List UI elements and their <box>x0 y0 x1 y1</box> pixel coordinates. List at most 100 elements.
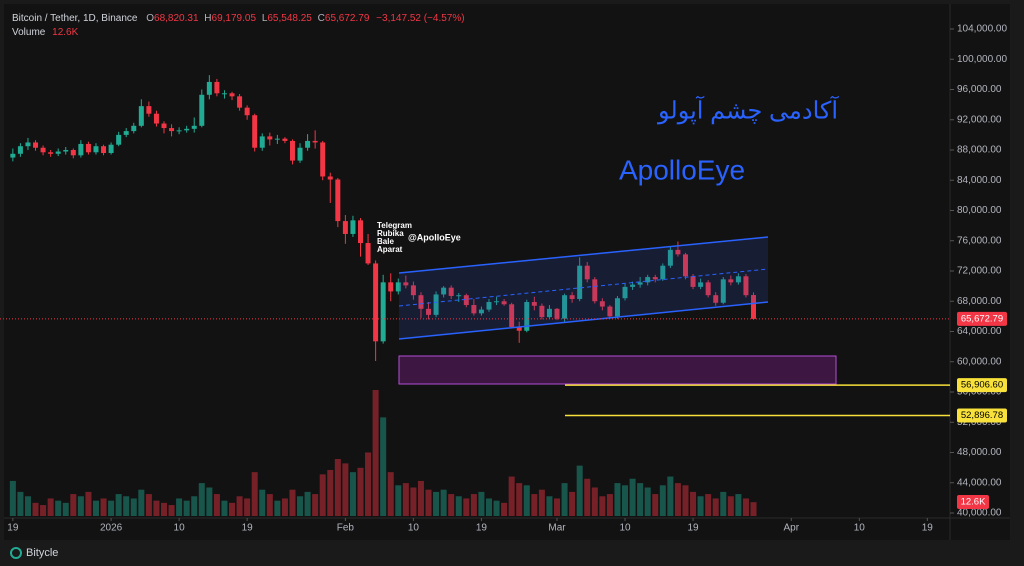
volume-value: 12.6K <box>52 27 78 38</box>
volume-bar <box>161 502 168 516</box>
footer[interactable]: Bitycle <box>10 547 58 559</box>
volume-bar <box>47 498 54 516</box>
volume-bar <box>485 498 492 516</box>
candle-body <box>191 125 197 129</box>
volume-bar <box>531 494 538 516</box>
y-tick-label: 104,000.00 <box>957 24 1007 35</box>
candle-body <box>554 308 560 319</box>
volume-bar <box>77 496 84 516</box>
x-tick-label: 19 <box>476 523 488 534</box>
y-tick-label: 48,000.00 <box>957 447 1002 458</box>
y-tick-label: 44,000.00 <box>957 477 1002 488</box>
candle-body <box>131 125 137 132</box>
volume-bar <box>463 498 470 516</box>
footer-text[interactable]: Bitycle <box>26 547 58 559</box>
volume-bar <box>554 498 561 516</box>
volume-bar <box>100 498 107 516</box>
volume-bar <box>501 502 508 516</box>
y-tick-label: 76,000.00 <box>957 235 1002 246</box>
volume-bar <box>742 498 749 516</box>
brand: ApolloEye <box>619 154 745 185</box>
volume-bar <box>221 500 228 516</box>
channel-name: Aparat <box>377 245 403 254</box>
drawings <box>398 236 837 385</box>
candle-body <box>486 302 492 310</box>
volume-bar <box>319 474 326 516</box>
volume-bar <box>281 498 288 516</box>
candle-body <box>577 265 583 299</box>
x-tick-label: 19 <box>242 523 254 534</box>
volume-bar <box>9 480 16 516</box>
candle-body <box>380 282 386 342</box>
candle-body <box>652 277 658 280</box>
candle-body <box>682 254 688 277</box>
y-tick-label: 64,000.00 <box>957 326 1002 337</box>
candle-body <box>478 309 484 314</box>
candle-body <box>607 306 613 317</box>
volume-bar <box>312 494 319 516</box>
x-tick-label: 10 <box>408 523 420 534</box>
volume-bar <box>17 491 24 516</box>
x-tick-label: 19 <box>7 523 19 534</box>
candle-body <box>410 285 416 296</box>
candle-body <box>395 282 401 292</box>
candle-body <box>25 142 31 147</box>
candle-body <box>599 301 605 307</box>
x-tick-label: 19 <box>922 523 934 534</box>
candle-body <box>751 295 757 319</box>
handle: @ApolloEye <box>408 232 461 242</box>
candle-body <box>70 150 76 156</box>
candle-body <box>282 138 288 141</box>
y-tick-label: 96,000.00 <box>957 84 1002 95</box>
y-tick-label: 72,000.00 <box>957 266 1002 277</box>
x-tick-label: 19 <box>687 523 699 534</box>
y-tick-label: 84,000.00 <box>957 175 1002 186</box>
channel-lower <box>398 301 769 340</box>
candle-body <box>614 298 620 317</box>
candle-body <box>93 146 99 153</box>
volume-bar <box>433 491 440 516</box>
candle-body <box>214 81 220 94</box>
candle-body <box>524 302 530 331</box>
volume-bar <box>123 496 130 516</box>
candle-body <box>448 287 454 296</box>
y-tick-label: 92,000.00 <box>957 114 1002 125</box>
candle-body <box>161 123 167 129</box>
candle-body <box>637 282 643 285</box>
footer-logo <box>10 547 22 559</box>
candle-body <box>743 276 749 296</box>
last-price-box <box>957 311 1007 326</box>
volume-bar <box>380 417 387 516</box>
volume-bar <box>168 505 175 516</box>
volume-bar <box>365 452 372 516</box>
volume-bar <box>92 500 99 516</box>
plot-background <box>4 4 1010 540</box>
volume-bar <box>251 472 258 516</box>
candle-body <box>562 295 568 319</box>
ohlc-key: C <box>318 13 325 24</box>
volume-bar <box>735 494 742 516</box>
volume-bar <box>402 483 409 516</box>
volume-bar <box>266 494 273 516</box>
y-tick-label: 60,000.00 <box>957 356 1002 367</box>
volume-bar <box>70 494 77 516</box>
candle-body <box>48 152 54 154</box>
candle-body <box>199 94 205 126</box>
volume-bar <box>372 390 379 516</box>
x-tick-label: 10 <box>619 523 631 534</box>
volume-bar <box>644 487 651 516</box>
volume-bar <box>493 500 500 516</box>
volume-bar <box>274 500 281 516</box>
persian-title: آکادمی چشم آپولو <box>657 95 839 124</box>
y-tick-label: 100,000.00 <box>957 54 1007 65</box>
candle-body <box>690 276 696 287</box>
candle-body <box>592 279 598 302</box>
candle-body <box>463 295 469 306</box>
candle-body <box>184 128 190 131</box>
candle-body <box>403 282 409 286</box>
ohlc-key: O <box>146 13 154 24</box>
volume-bar <box>176 498 183 516</box>
candle-body <box>237 96 243 108</box>
volume-bar <box>213 494 220 516</box>
